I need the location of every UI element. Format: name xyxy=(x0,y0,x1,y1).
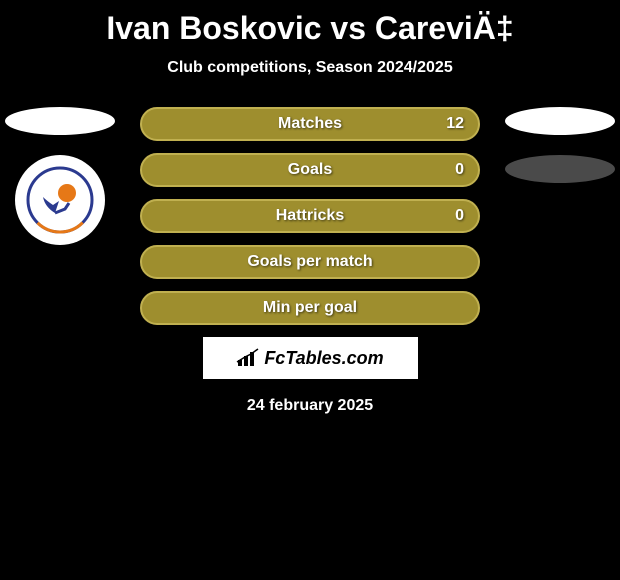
page-title: Ivan Boskovic vs CareviÄ‡ xyxy=(0,0,620,47)
stat-label: Goals xyxy=(288,161,332,179)
subtitle: Club competitions, Season 2024/2025 xyxy=(0,59,620,77)
comparison-main: Matches 12 Goals 0 Hattricks 0 Goals per match… xyxy=(0,107,620,325)
club-logo-icon xyxy=(25,165,95,235)
stat-value: 0 xyxy=(455,207,464,225)
chart-icon xyxy=(236,348,260,368)
stat-bar: Matches 12 xyxy=(140,107,480,141)
left-column xyxy=(5,107,115,245)
right-column xyxy=(505,107,615,203)
stat-bar: Goals 0 xyxy=(140,153,480,187)
player-photo-placeholder xyxy=(5,107,115,135)
stat-value: 12 xyxy=(446,115,464,133)
club-placeholder xyxy=(505,155,615,183)
stats-bars: Matches 12 Goals 0 Hattricks 0 Goals per match… xyxy=(140,107,480,325)
stat-value: 0 xyxy=(455,161,464,179)
stat-bar: Goals per match xyxy=(140,245,480,279)
stat-bar: Min per goal xyxy=(140,291,480,325)
stat-label: Matches xyxy=(278,115,342,133)
club-badge xyxy=(15,155,105,245)
player-photo-placeholder xyxy=(505,107,615,135)
stat-label: Goals per match xyxy=(247,253,372,271)
stat-label: Hattricks xyxy=(276,207,344,225)
date-text: 24 february 2025 xyxy=(0,397,620,415)
stat-bar: Hattricks 0 xyxy=(140,199,480,233)
stat-label: Min per goal xyxy=(263,299,357,317)
footer-logo: FcTables.com xyxy=(203,337,418,379)
brand-text: FcTables.com xyxy=(236,348,383,369)
